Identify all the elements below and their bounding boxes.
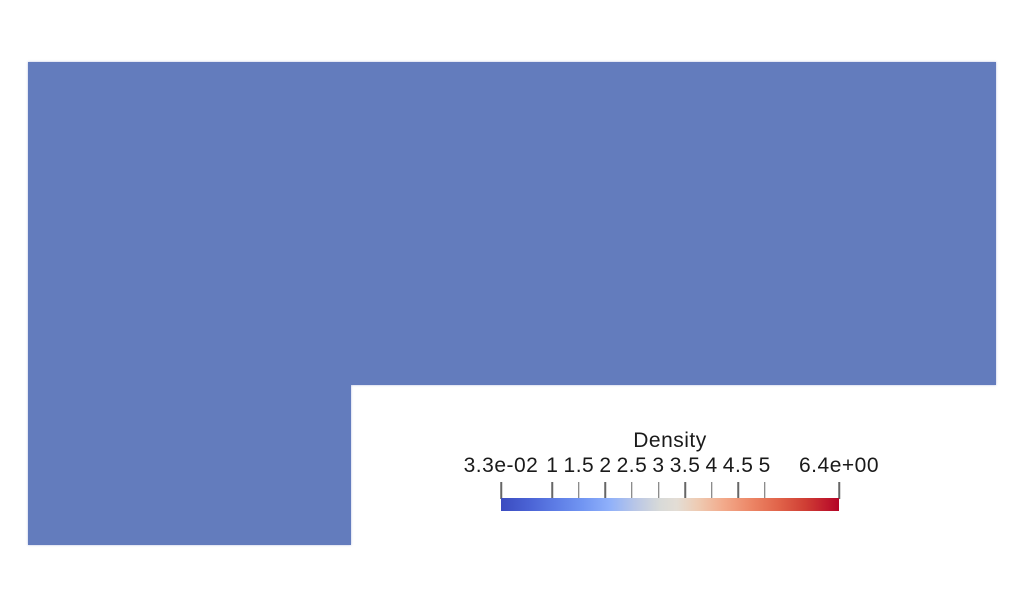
colorbar-tick-label: 6.4e+00 bbox=[799, 454, 879, 477]
colorbar[interactable]: Density 3.3e-02 1 1.5 2 2.5 3 3.5 4 4.5 5 6.4e+00 bbox=[464, 429, 879, 513]
colorbar-tick bbox=[684, 482, 686, 499]
colorbar-tick bbox=[500, 482, 502, 499]
colorbar-tick-labels: 3.3e-02 1 1.5 2 2.5 3 3.5 4 4.5 5 6.4e+00 bbox=[464, 429, 879, 513]
colorbar-tick-label: 3.3e-02 bbox=[463, 454, 539, 477]
colorbar-tick-label: 2 bbox=[599, 454, 612, 477]
colorbar-tick bbox=[631, 482, 633, 499]
colorbar-tick-label: 4 bbox=[705, 454, 718, 477]
colorbar-tick bbox=[578, 482, 580, 499]
colorbar-tick bbox=[737, 482, 739, 499]
colorbar-tick-label: 3 bbox=[652, 454, 665, 477]
colorbar-tick-label: 1.5 bbox=[563, 454, 595, 477]
colorbar-tick-label: 1 bbox=[546, 454, 559, 477]
colorbar-ticks bbox=[500, 429, 840, 513]
colorbar-tick-label: 5 bbox=[758, 454, 771, 477]
colorbar-tick bbox=[710, 482, 713, 499]
colorbar-tick-label: 2.5 bbox=[616, 454, 648, 477]
colorbar-tick-label: 3.5 bbox=[669, 454, 701, 477]
colorbar-tick bbox=[604, 482, 607, 499]
colorbar-title: Density bbox=[633, 429, 707, 452]
colorbar-tick bbox=[838, 482, 840, 499]
colorbar-tick-label: 4.5 bbox=[722, 454, 754, 477]
colorbar-tick bbox=[657, 482, 660, 499]
colorbar-tick bbox=[763, 482, 766, 499]
colorbar-tick bbox=[551, 482, 554, 499]
colorbar-gradient bbox=[501, 498, 839, 511]
